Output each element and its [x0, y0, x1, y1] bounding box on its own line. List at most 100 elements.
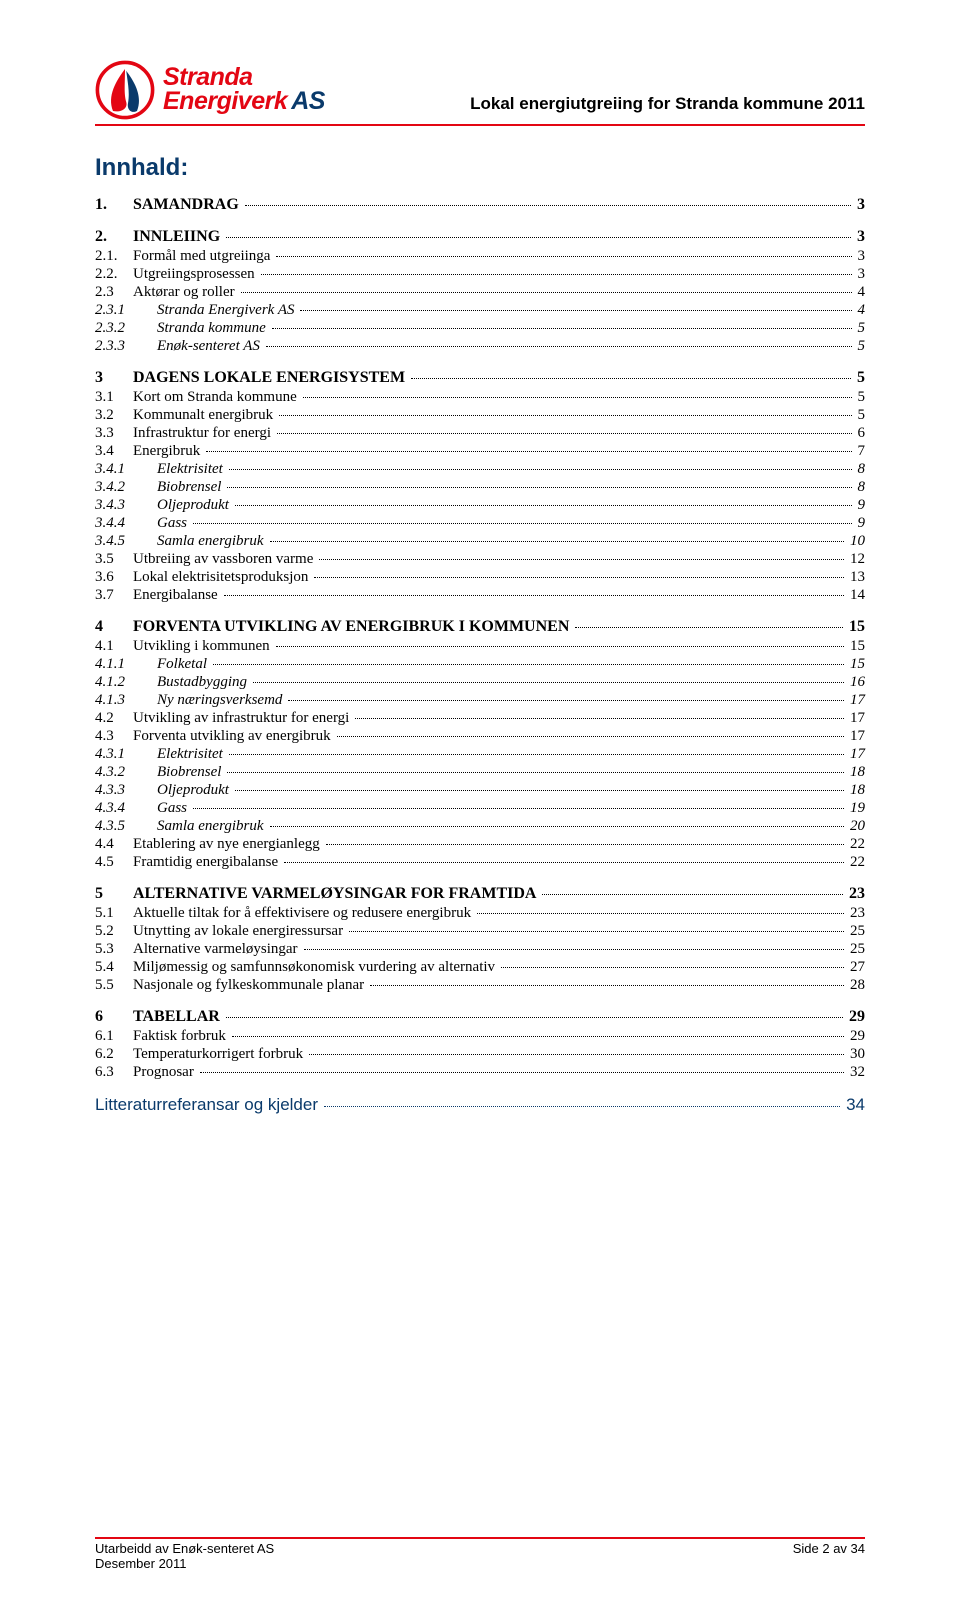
toc-entry-page: 17 — [846, 728, 865, 745]
toc-entry-text: Biobrensel — [157, 764, 225, 781]
toc-dot-leader — [232, 1036, 844, 1037]
toc-dot-leader — [213, 664, 844, 665]
footer-row: Utarbeidd av Enøk-senteret AS Desember 2… — [95, 1541, 865, 1571]
toc-entry-text: Aktørar og roller — [133, 284, 239, 301]
toc-row: 4.3.2Biobrensel18 — [95, 764, 865, 781]
toc-row: 3.4.4Gass9 — [95, 515, 865, 532]
toc-row: 3.1Kort om Stranda kommune5 — [95, 389, 865, 406]
toc-entry-number: 4.3.3 — [95, 782, 157, 799]
toc-entry-number: 4 — [95, 618, 133, 636]
toc-row: 3.7Energibalanse14 — [95, 587, 865, 604]
toc-entry-page: 14 — [846, 587, 865, 604]
toc-row: 2.3.3Enøk-senteret AS5 — [95, 338, 865, 355]
toc-dot-leader — [226, 1017, 843, 1018]
toc-entry-page: 8 — [854, 461, 866, 478]
toc-entry-text: Aktuelle tiltak for å effektivisere og r… — [133, 905, 475, 922]
toc-dot-leader — [241, 292, 852, 293]
toc-dot-leader — [229, 754, 844, 755]
toc-dot-leader — [349, 931, 844, 932]
toc-entry-text: Lokal elektrisitetsproduksjon — [133, 569, 312, 586]
toc-row: 3.5Utbreiing av vassboren varme12 — [95, 551, 865, 568]
toc-dot-leader — [235, 505, 852, 506]
toc-entry-text: Kort om Stranda kommune — [133, 389, 301, 406]
toc-entry-number: 4.3.1 — [95, 746, 157, 763]
toc-entry-number: 6.2 — [95, 1046, 133, 1063]
toc-dot-leader — [319, 559, 844, 560]
toc-entry-text: Miljømessig og samfunnsøkonomisk vurderi… — [133, 959, 499, 976]
toc-row: 6.3Prognosar32 — [95, 1064, 865, 1081]
toc-entry-page: 16 — [846, 674, 865, 691]
toc-dot-leader — [193, 808, 844, 809]
toc-entry-number: 6 — [95, 1008, 133, 1026]
toc-entry-page: 30 — [846, 1046, 865, 1063]
toc-entry-number: 3.1 — [95, 389, 133, 406]
toc-row: 4.3.1Elektrisitet17 — [95, 746, 865, 763]
toc-entry-number: 4.1.2 — [95, 674, 157, 691]
toc-dot-leader — [314, 577, 844, 578]
toc-entry-page: 3 — [853, 196, 865, 214]
toc-entry-number: 3.4.2 — [95, 479, 157, 496]
toc-entry-page: 22 — [846, 854, 865, 871]
toc-entry-text: Framtidig energibalanse — [133, 854, 282, 871]
toc-entry-page: 17 — [846, 710, 865, 727]
toc-dot-leader — [245, 205, 851, 206]
toc-entry-number: 2.3.3 — [95, 338, 157, 355]
toc-entry-page: 32 — [846, 1064, 865, 1081]
toc-entry-page: 17 — [846, 746, 865, 763]
toc-entry-text: Stranda kommune — [157, 320, 270, 337]
toc-entry-number: 4.5 — [95, 854, 133, 871]
toc-entry-number: 4.1.1 — [95, 656, 157, 673]
toc-entry-text: Kommunalt energibruk — [133, 407, 277, 424]
toc-row: 2.3.2Stranda kommune5 — [95, 320, 865, 337]
toc-dot-leader — [279, 415, 851, 416]
toc-entry-text: ALTERNATIVE VARMELØYSINGAR FOR FRAMTIDA — [133, 885, 540, 903]
toc-dot-leader — [575, 627, 843, 628]
toc-entry-number: 3.7 — [95, 587, 133, 604]
toc-entry-text: Utgreiingsprosessen — [133, 266, 259, 283]
toc-entry-text: Elektrisitet — [157, 461, 227, 478]
toc-row: 4.1Utvikling i kommunen15 — [95, 638, 865, 655]
toc-entry-page: 3 — [854, 266, 866, 283]
toc-entry-number: 4.2 — [95, 710, 133, 727]
toc-entry-text: INNLEIING — [133, 228, 224, 246]
toc-entry-text: Biobrensel — [157, 479, 225, 496]
toc-entry-number: 4.3.2 — [95, 764, 157, 781]
toc-entry-text: Gass — [157, 515, 191, 532]
toc-entry-page: 15 — [845, 618, 865, 636]
page-footer: Utarbeidd av Enøk-senteret AS Desember 2… — [95, 1537, 865, 1571]
toc-entry-page: 19 — [846, 800, 865, 817]
toc-row: 4.4Etablering av nye energianlegg22 — [95, 836, 865, 853]
toc-entry-page: 12 — [846, 551, 865, 568]
toc-dot-leader — [193, 523, 851, 524]
toc-row: 3.4.3Oljeprodukt9 — [95, 497, 865, 514]
contents-heading: Innhald: — [95, 154, 865, 182]
toc-dot-leader — [304, 949, 844, 950]
toc-entry-number: 3.6 — [95, 569, 133, 586]
toc-entry-page: 25 — [846, 923, 865, 940]
toc-entry-text: Forventa utvikling av energibruk — [133, 728, 335, 745]
toc-entry-text: Utbreiing av vassboren varme — [133, 551, 317, 568]
toc-row: 2.INNLEIING3 — [95, 228, 865, 246]
toc-entry-page: 4 — [854, 284, 866, 301]
footer-author: Utarbeidd av Enøk-senteret AS — [95, 1541, 274, 1556]
toc-entry-page: 29 — [846, 1028, 865, 1045]
toc-dot-leader — [411, 378, 851, 379]
table-of-contents: 1.SAMANDRAG32.INNLEIING32.1.Formål med u… — [95, 196, 865, 1081]
toc-row: 4.3.4Gass19 — [95, 800, 865, 817]
toc-entry-number: 6.3 — [95, 1064, 133, 1081]
toc-entry-page: 3 — [853, 228, 865, 246]
toc-dot-leader — [226, 237, 851, 238]
toc-entry-page: 5 — [854, 320, 866, 337]
toc-entry-text: Alternative varmeløysingar — [133, 941, 302, 958]
toc-row: 2.3Aktørar og roller4 — [95, 284, 865, 301]
toc-entry-number: 3.4.3 — [95, 497, 157, 514]
toc-entry-text: Samla energibruk — [157, 818, 268, 835]
toc-entry-text: Enøk-senteret AS — [157, 338, 264, 355]
toc-row: 6TABELLAR29 — [95, 1008, 865, 1026]
toc-dot-leader — [227, 772, 844, 773]
toc-row: 3.4.5Samla energibruk10 — [95, 533, 865, 550]
toc-dot-leader — [477, 913, 844, 914]
toc-entry-page: 28 — [846, 977, 865, 994]
toc-row: 4.3.3Oljeprodukt18 — [95, 782, 865, 799]
toc-entry-text: Folketal — [157, 656, 211, 673]
